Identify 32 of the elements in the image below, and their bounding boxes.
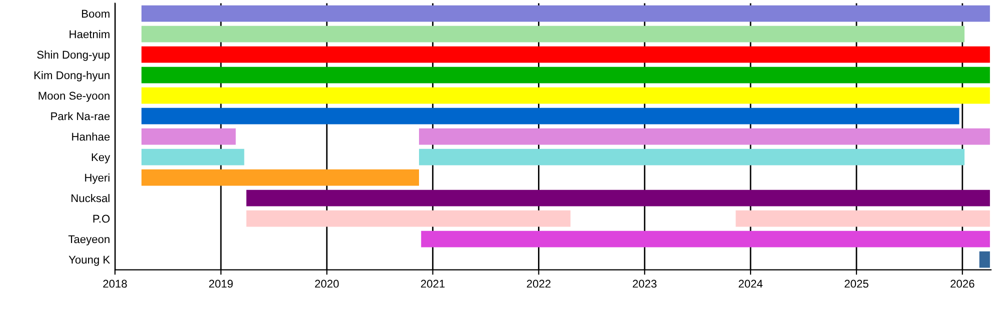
- bar: [141, 5, 990, 22]
- bar: [246, 190, 990, 206]
- y-tick-label: Kim Dong-hyun: [34, 71, 110, 82]
- y-tick-label: P.O: [93, 214, 110, 223]
- bar: [141, 26, 965, 42]
- bar: [141, 87, 990, 104]
- y-tick-label: Key: [92, 153, 110, 164]
- bar: [141, 66, 990, 84]
- bar: [141, 46, 990, 63]
- y-tick-label: Young K: [68, 256, 110, 266]
- y-tick-label: Boom: [82, 10, 110, 18]
- bar: [141, 108, 960, 124]
- y-tick-label: Hanhae: [72, 132, 110, 141]
- x-tick-label: 2026: [950, 280, 974, 288]
- y-tick-label: Haetnim: [70, 30, 110, 38]
- bar: [421, 230, 990, 248]
- y-tick-label: Nucksal: [72, 194, 110, 202]
- x-tick-label: 2019: [209, 280, 233, 288]
- x-tick-label: 2020: [315, 280, 339, 288]
- x-tick-label: 2025: [844, 280, 868, 288]
- bar: [141, 169, 420, 186]
- bar: [979, 251, 990, 268]
- y-tick-label: Taeyeon: [68, 235, 110, 246]
- x-tick-label: 2021: [420, 280, 445, 288]
- y-tick-label: Moon Se-yoon: [38, 92, 110, 102]
- x-tick-label: 2023: [632, 280, 656, 288]
- x-tick-label: 2018: [103, 280, 127, 288]
- y-tick-label: Hyeri: [85, 174, 110, 184]
- x-tick-label: 2022: [526, 280, 550, 288]
- x-tick-label: 2024: [738, 280, 763, 288]
- y-tick-label: Park Na-rae: [51, 112, 110, 120]
- y-tick-label: Shin Dong-yup: [37, 50, 110, 61]
